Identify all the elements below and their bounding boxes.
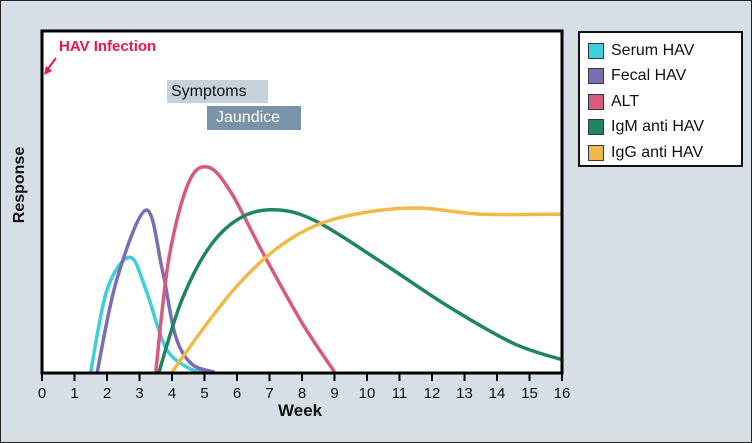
svg-text:1: 1	[70, 385, 78, 402]
legend-item-alt: ALT	[588, 89, 741, 115]
infection-arrow-icon	[44, 57, 57, 75]
legend: Serum HAV Fecal HAV ALT IgM anti HAV IgG…	[578, 31, 743, 167]
legend-swatch	[588, 68, 604, 85]
svg-text:0: 0	[38, 385, 46, 402]
series-line-igg-anti-hav	[170, 206, 563, 374]
legend-label: Serum HAV	[611, 41, 695, 59]
svg-text:14: 14	[489, 385, 506, 402]
svg-text:8: 8	[298, 385, 306, 402]
legend-label: ALT	[611, 92, 640, 110]
svg-text:3: 3	[135, 385, 143, 402]
legend-swatch	[588, 119, 604, 136]
series-line-serum-hav	[89, 255, 205, 374]
svg-text:15: 15	[521, 385, 538, 402]
svg-text:9: 9	[330, 385, 338, 402]
series-line-fecal-hav	[95, 208, 215, 374]
hav-infection-annotation: HAV Infection	[59, 38, 157, 55]
svg-text:12: 12	[424, 385, 441, 402]
legend-item-igm-anti-hav: IgM anti HAV	[588, 115, 741, 141]
legend-swatch	[588, 93, 604, 110]
legend-label: IgM anti HAV	[611, 118, 705, 136]
svg-text:2: 2	[103, 385, 111, 402]
x-axis-label: Week	[278, 401, 323, 420]
legend-item-fecal-hav: Fecal HAV	[588, 64, 741, 90]
y-axis-label: Response	[11, 146, 28, 224]
svg-text:10: 10	[359, 385, 376, 402]
svg-text:4: 4	[168, 385, 176, 402]
legend-label: IgG anti HAV	[611, 143, 704, 161]
legend-label: Fecal HAV	[611, 67, 687, 85]
legend-item-serum-hav: Serum HAV	[588, 38, 741, 64]
series-line-alt	[154, 164, 336, 373]
legend-swatch	[588, 144, 604, 161]
svg-text:5: 5	[200, 385, 208, 402]
svg-text:6: 6	[233, 385, 241, 402]
svg-text:16: 16	[554, 385, 571, 402]
jaundice-period-bar: Jaundice	[207, 106, 301, 130]
legend-item-igg-anti-hav: IgG anti HAV	[588, 140, 741, 166]
svg-text:13: 13	[456, 385, 473, 402]
legend-swatch	[588, 42, 604, 59]
svg-text:11: 11	[392, 385, 408, 402]
series-line-igm-anti-hav	[157, 208, 563, 373]
x-axis: 0 1 2 3 4 5 6 7 8 9 10 11 12 13 14 15 16	[38, 373, 571, 402]
symptoms-period-bar: Symptoms	[167, 80, 268, 103]
svg-text:7: 7	[265, 385, 273, 402]
